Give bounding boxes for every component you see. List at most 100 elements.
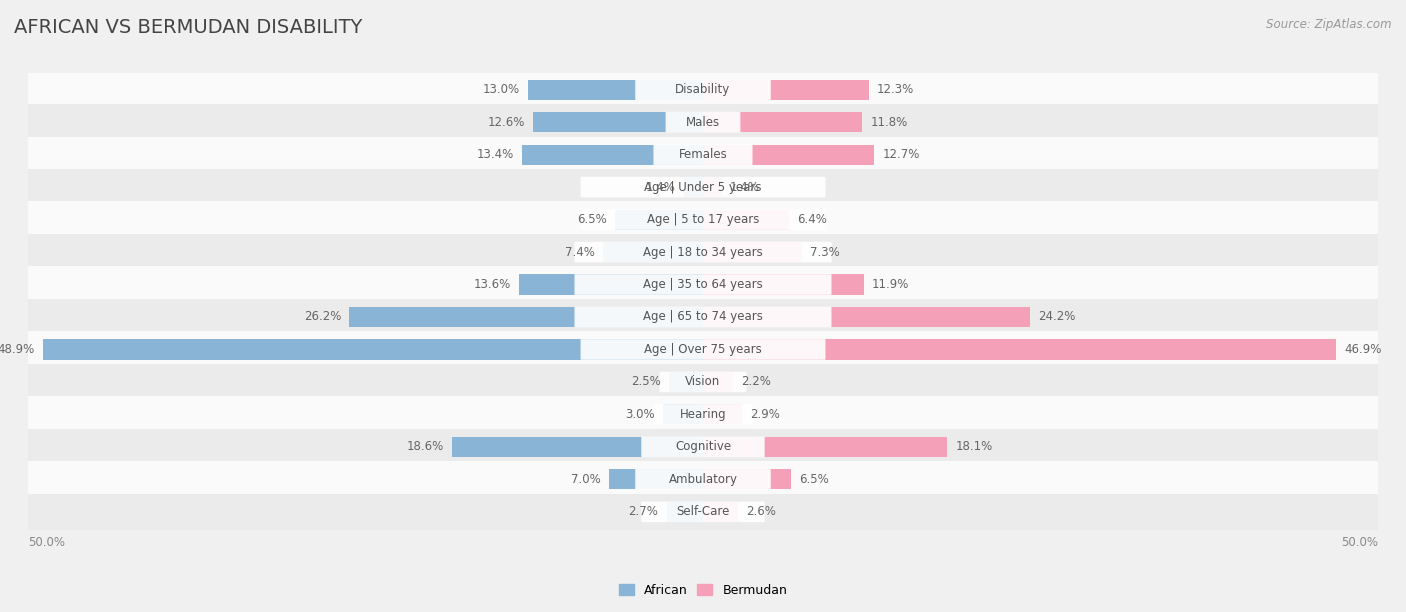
Text: Cognitive: Cognitive — [675, 441, 731, 453]
Bar — [533, 112, 703, 132]
Text: 11.8%: 11.8% — [870, 116, 908, 129]
Text: 7.3%: 7.3% — [810, 245, 839, 258]
Bar — [28, 136, 1378, 173]
Bar — [28, 494, 1378, 530]
Text: AFRICAN VS BERMUDAN DISABILITY: AFRICAN VS BERMUDAN DISABILITY — [14, 18, 363, 37]
Bar — [28, 429, 1378, 465]
Bar — [703, 144, 875, 165]
Text: 50.0%: 50.0% — [1341, 536, 1378, 549]
Bar — [28, 299, 1378, 335]
FancyBboxPatch shape — [575, 274, 831, 295]
Text: 24.2%: 24.2% — [1038, 310, 1076, 324]
FancyBboxPatch shape — [636, 469, 770, 490]
FancyBboxPatch shape — [641, 436, 765, 457]
FancyBboxPatch shape — [575, 307, 831, 327]
Text: Hearing: Hearing — [679, 408, 727, 421]
Bar — [527, 80, 703, 100]
FancyBboxPatch shape — [659, 371, 747, 392]
Legend: African, Bermudan: African, Bermudan — [613, 579, 793, 602]
Text: Age | 18 to 34 years: Age | 18 to 34 years — [643, 245, 763, 258]
Text: 6.5%: 6.5% — [799, 473, 828, 486]
Text: 6.5%: 6.5% — [578, 213, 607, 226]
Bar — [703, 242, 801, 262]
Bar — [666, 502, 703, 522]
Text: 3.0%: 3.0% — [624, 408, 654, 421]
Text: 2.2%: 2.2% — [741, 375, 770, 389]
Bar — [28, 461, 1378, 498]
FancyBboxPatch shape — [581, 177, 825, 198]
FancyBboxPatch shape — [654, 404, 752, 425]
Text: Ambulatory: Ambulatory — [668, 473, 738, 486]
Text: 6.4%: 6.4% — [797, 213, 827, 226]
Bar — [703, 502, 738, 522]
Bar — [703, 80, 869, 100]
Bar — [28, 364, 1378, 400]
Bar — [28, 266, 1378, 303]
Bar — [703, 307, 1029, 327]
Bar — [703, 469, 790, 490]
FancyBboxPatch shape — [581, 339, 825, 360]
Bar — [703, 177, 721, 197]
Text: 2.5%: 2.5% — [631, 375, 661, 389]
Bar — [703, 437, 948, 457]
Text: 1.4%: 1.4% — [730, 181, 759, 193]
Bar — [44, 340, 703, 359]
Text: Age | 35 to 64 years: Age | 35 to 64 years — [643, 278, 763, 291]
Text: 7.0%: 7.0% — [571, 473, 600, 486]
FancyBboxPatch shape — [575, 242, 831, 263]
Bar — [28, 104, 1378, 140]
Text: 50.0%: 50.0% — [28, 536, 65, 549]
Text: Self-Care: Self-Care — [676, 506, 730, 518]
Text: 2.6%: 2.6% — [747, 506, 776, 518]
Text: Source: ZipAtlas.com: Source: ZipAtlas.com — [1267, 18, 1392, 31]
Text: 26.2%: 26.2% — [304, 310, 342, 324]
Bar — [609, 469, 703, 490]
Bar — [28, 169, 1378, 205]
Bar — [28, 201, 1378, 237]
Text: 11.9%: 11.9% — [872, 278, 910, 291]
Text: 18.6%: 18.6% — [406, 441, 444, 453]
Bar — [662, 405, 703, 425]
Text: 46.9%: 46.9% — [1344, 343, 1382, 356]
Bar — [28, 72, 1378, 108]
Bar — [28, 331, 1378, 368]
Text: 7.4%: 7.4% — [565, 245, 595, 258]
Text: 1.4%: 1.4% — [647, 181, 676, 193]
Bar — [349, 307, 703, 327]
Bar — [703, 274, 863, 294]
Text: 2.9%: 2.9% — [751, 408, 780, 421]
Bar — [685, 177, 703, 197]
Text: 13.4%: 13.4% — [477, 148, 515, 161]
Text: 18.1%: 18.1% — [956, 441, 993, 453]
Bar — [703, 209, 789, 230]
Bar — [522, 144, 703, 165]
Bar — [28, 397, 1378, 433]
Bar — [28, 234, 1378, 270]
Text: Vision: Vision — [685, 375, 721, 389]
Text: Males: Males — [686, 116, 720, 129]
Bar — [603, 242, 703, 262]
Text: Age | Under 5 years: Age | Under 5 years — [644, 181, 762, 193]
Bar — [669, 372, 703, 392]
Text: Disability: Disability — [675, 83, 731, 96]
Bar — [703, 340, 1336, 359]
Text: Age | 65 to 74 years: Age | 65 to 74 years — [643, 310, 763, 324]
Text: 13.6%: 13.6% — [474, 278, 512, 291]
Bar — [703, 112, 862, 132]
Text: 2.7%: 2.7% — [628, 506, 658, 518]
Text: Age | 5 to 17 years: Age | 5 to 17 years — [647, 213, 759, 226]
Bar — [519, 274, 703, 294]
FancyBboxPatch shape — [636, 80, 770, 100]
FancyBboxPatch shape — [581, 209, 825, 230]
Text: 13.0%: 13.0% — [482, 83, 519, 96]
Text: 12.7%: 12.7% — [883, 148, 920, 161]
Bar — [703, 405, 742, 425]
Text: Females: Females — [679, 148, 727, 161]
Text: 48.9%: 48.9% — [0, 343, 35, 356]
FancyBboxPatch shape — [654, 144, 752, 165]
FancyBboxPatch shape — [665, 112, 741, 132]
Text: 12.6%: 12.6% — [488, 116, 524, 129]
Bar — [451, 437, 703, 457]
Text: Age | Over 75 years: Age | Over 75 years — [644, 343, 762, 356]
Bar — [703, 372, 733, 392]
